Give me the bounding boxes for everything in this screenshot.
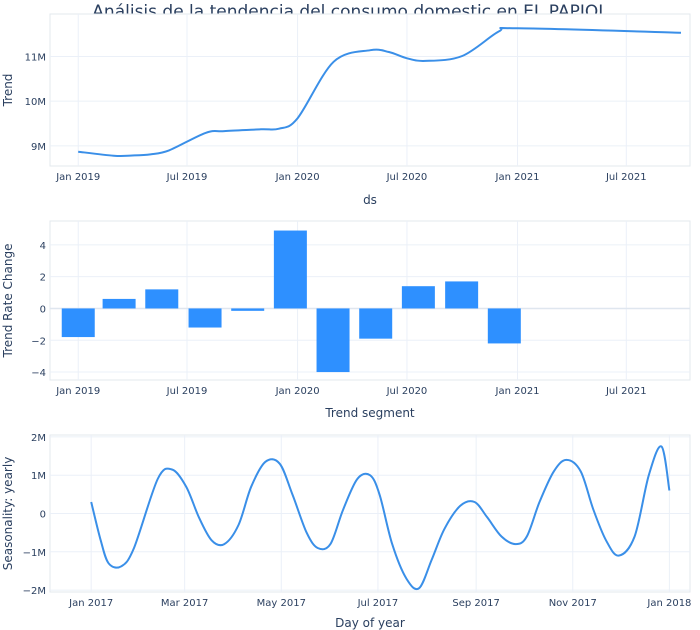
season-y-axis-title: Seasonality: yearly (1, 457, 15, 571)
rate-y-tick-label: 0 (40, 304, 46, 315)
season-x-tick-label: May 2017 (257, 598, 306, 609)
season-x-tick-label: Sep 2017 (452, 598, 499, 609)
trend-y-axis-title: Trend (1, 74, 15, 108)
rate-x-tick-label: Jul 2020 (386, 386, 428, 397)
trend-line (78, 26, 682, 157)
rate-x-tick-label: Jul 2021 (605, 386, 647, 397)
trend-x-axis-title: ds (363, 193, 377, 207)
rate-bar (231, 308, 265, 311)
trend-x-tick-label: Jan 2020 (275, 172, 320, 183)
rate-bar (273, 230, 307, 309)
season-x-tick-label: Jan 2018 (646, 598, 691, 609)
season-y-tick-label: 2M (31, 433, 46, 444)
season-x-tick-label: Jan 2017 (68, 598, 113, 609)
trend-plot-area (49, 13, 691, 167)
rate-bar (188, 308, 222, 328)
trend-y-tick-label: 9M (31, 142, 46, 153)
season-y-tick-label: 1M (31, 471, 46, 482)
rate-x-tick-label: Jan 2019 (55, 386, 100, 397)
trend-y-tick-label: 11M (25, 52, 46, 63)
trend-x-tick-label: Jan 2021 (495, 172, 540, 183)
rate-y-tick-label: −2 (31, 336, 46, 347)
season-x-tick-label: Mar 2017 (161, 598, 209, 609)
season-y-tick-label: 0 (40, 510, 46, 521)
trend-x-tick-label: Jul 2021 (605, 172, 647, 183)
rate-bar (145, 289, 179, 309)
rate-x-tick-label: Jan 2020 (275, 386, 320, 397)
trend-x-tick-label: Jul 2019 (166, 172, 208, 183)
rate-panel: Jan 2019 Jul 2019 Jan 2020 Jul 2020 Jan 2021… (1, 220, 691, 420)
rate-x-tick-label: Jul 2019 (166, 386, 208, 397)
rate-bar (359, 308, 393, 339)
rate-bar (316, 308, 350, 373)
trend-y-tick-label: 10M (25, 97, 46, 108)
rate-x-axis-title: Trend segment (324, 406, 415, 420)
rate-x-tick-label: Jan 2021 (495, 386, 540, 397)
rate-y-axis-title: Trend Rate Change (1, 244, 15, 359)
rate-y-tick-label: 2 (40, 273, 46, 284)
trend-x-tick-label: Jul 2020 (386, 172, 428, 183)
season-x-axis-title: Day of year (335, 616, 405, 630)
rate-bar (401, 286, 435, 309)
rate-y-tick-label: −4 (31, 368, 46, 379)
trend-panel: Jan 2019 Jul 2019 Jan 2020 Jul 2020 Jan 2021… (1, 13, 691, 207)
rate-bar (61, 308, 95, 338)
rate-y-tick-label: 4 (40, 241, 46, 252)
season-line (90, 445, 671, 591)
season-y-tick-label: −1M (23, 548, 46, 559)
season-x-tick-label: Jul 2017 (357, 598, 399, 609)
rate-bar (445, 281, 479, 309)
trend-x-tick-label: Jan 2019 (55, 172, 100, 183)
season-y-tick-label: −2M (23, 586, 46, 597)
rate-bar (102, 298, 136, 309)
season-x-tick-label: Nov 2017 (549, 598, 597, 609)
season-panel: Jan 2017 Mar 2017 May 2017 Jul 2017 Sep 2017… (1, 433, 691, 630)
rate-bar (487, 308, 521, 344)
